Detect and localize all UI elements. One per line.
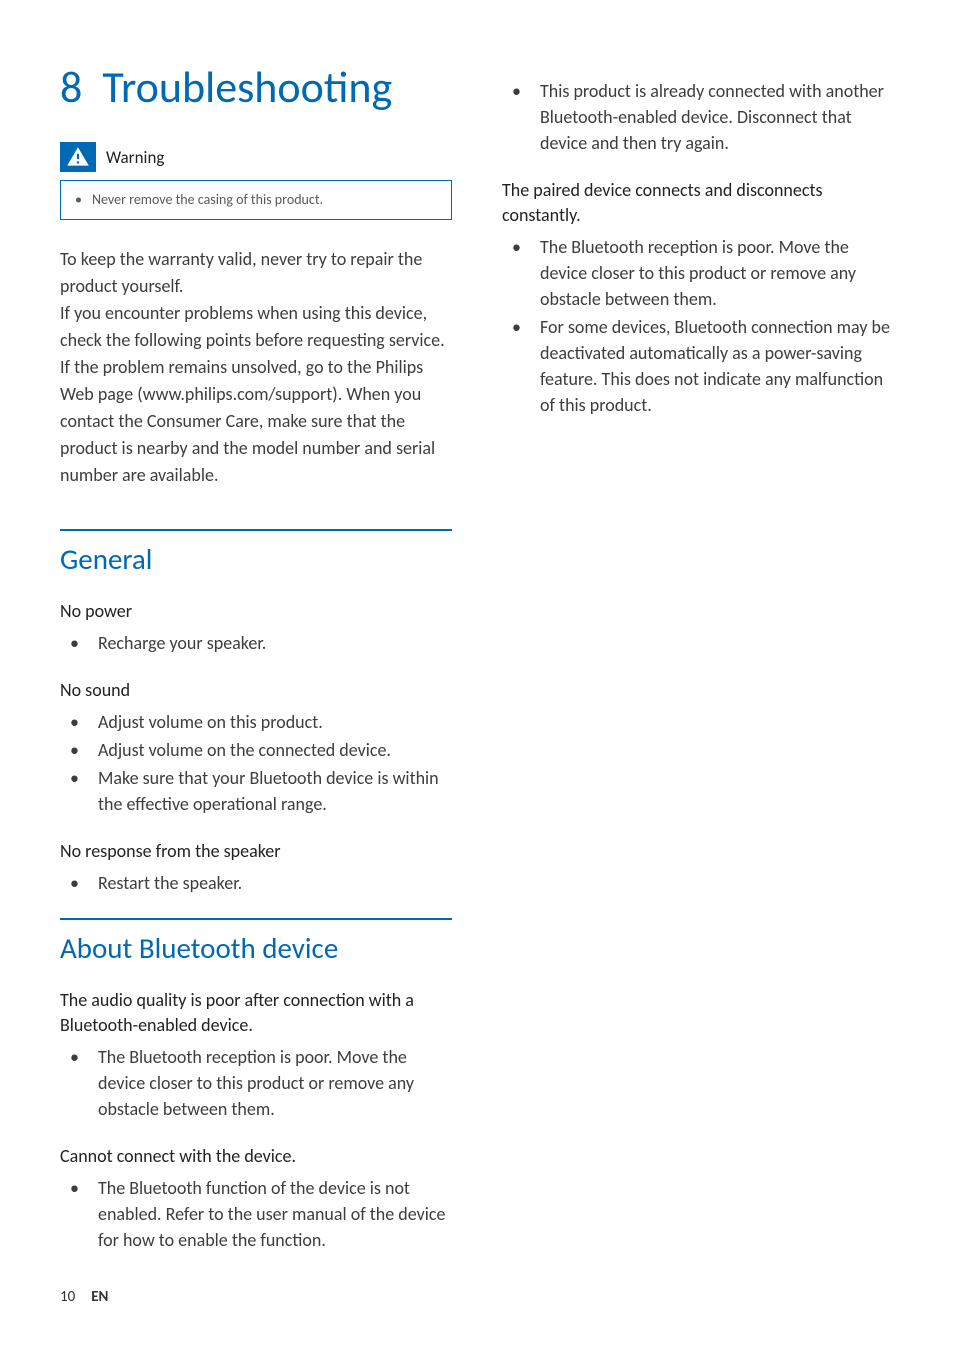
topic-list-continued: This product is already connected with a… [502,78,894,156]
list-item: Make sure that your Bluetooth device is … [60,765,452,817]
warning-header: Warning [60,142,452,172]
topic-list: Restart the speaker. [60,870,452,896]
chapter-title: 8 Troubleshooting [60,60,452,114]
section-title-general: General [60,541,452,577]
list-item: This product is already connected with a… [502,78,894,156]
topic-heading: The audio quality is poor after connecti… [60,988,452,1038]
list-item: The Bluetooth function of the device is … [60,1175,452,1253]
section-divider [60,918,452,920]
section-title-bluetooth: About Bluetooth device [60,930,452,966]
list-item: Adjust volume on this product. [60,709,452,735]
intro-paragraphs: To keep the warranty valid, never try to… [60,246,452,489]
two-column-layout: 8 Troubleshooting Warning • Never remove … [60,60,894,1255]
warning-box: • Never remove the casing of this produc… [60,180,452,220]
warning-icon [60,142,96,172]
topic-heading: No sound [60,678,452,703]
bullet-icon: • [75,191,82,209]
topic-heading: No response from the speaker [60,839,452,864]
intro-p1: To keep the warranty valid, never try to… [60,246,452,300]
list-item: Recharge your speaker. [60,630,452,656]
warning-label: Warning [106,147,164,168]
topic-list: Recharge your speaker. [60,630,452,656]
topic-heading: Cannot connect with the device. [60,1144,452,1169]
list-item: Restart the speaker. [60,870,452,896]
topic-list: The Bluetooth reception is poor. Move th… [60,1044,452,1122]
page-number: 10 [60,1288,75,1306]
section-divider [60,529,452,531]
warning-note: Never remove the casing of this product. [92,191,323,209]
list-item: The Bluetooth reception is poor. Move th… [60,1044,452,1122]
page-footer: 10 EN [60,1288,108,1306]
right-column: This product is already connected with a… [502,60,894,1255]
topic-list: The Bluetooth reception is poor. Move th… [502,234,894,418]
list-item: Adjust volume on the connected device. [60,737,452,763]
topic-list: Adjust volume on this product. Adjust vo… [60,709,452,817]
topic-heading: No power [60,599,452,624]
topic-heading: The paired device connects and disconnec… [502,178,894,228]
language-code: EN [91,1288,108,1306]
chapter-number: 8 [60,60,82,114]
chapter-title-text: Troubleshooting [102,60,392,114]
left-column: 8 Troubleshooting Warning • Never remove … [60,60,452,1255]
list-item: The Bluetooth reception is poor. Move th… [502,234,894,312]
list-item: For some devices, Bluetooth connection m… [502,314,894,418]
intro-p2: If you encounter problems when using thi… [60,300,452,489]
topic-list: The Bluetooth function of the device is … [60,1175,452,1253]
